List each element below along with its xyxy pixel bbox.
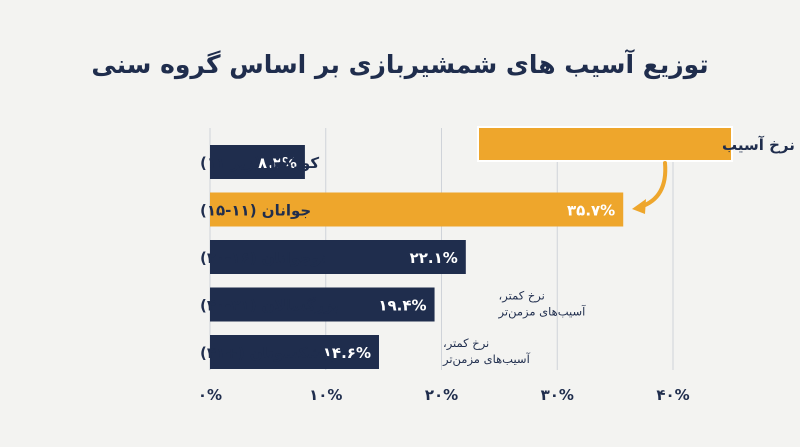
bar-value-label: ۳۵.۷% — [567, 202, 615, 220]
category-label: نوجوانان (۱۶-۲۰) — [200, 249, 326, 267]
chart-title: توزیع آسیب های شمشیربازی بر اساس گروه سن… — [91, 50, 709, 79]
bar-value-label: ۱۴.۶% — [323, 344, 371, 362]
category-label: جوانان (۱۱-۱۵) — [200, 202, 311, 220]
x-tick-label: ۳۰% — [541, 386, 574, 404]
bar[interactable] — [210, 240, 466, 274]
annotation-note: آسیب‌های مزمن‌تر — [442, 352, 531, 367]
x-tick-label: ۰% — [198, 386, 222, 404]
category-label: کودکان (زیر ۱۱) — [200, 154, 319, 172]
x-tick-label: ۲۰% — [425, 386, 458, 404]
category-label: بزرگسالان (۲۱-۴۰) — [200, 297, 339, 315]
annotation-note: نرخ کمتر، — [443, 336, 489, 351]
bar-value-label: ۱۹.۴% — [378, 297, 426, 315]
bar[interactable] — [210, 287, 435, 322]
callout-box — [477, 126, 733, 162]
bar-value-label: ۸.۲% — [258, 154, 297, 172]
x-tick-label: ۴۰% — [656, 386, 689, 404]
bar[interactable] — [210, 192, 624, 227]
bar[interactable] — [210, 335, 379, 369]
category-label: پیشکسوتان (+۴۱) — [200, 344, 334, 363]
annotation-note: آسیب‌های مزمن‌تر — [498, 305, 587, 320]
annotation-note: نرخ کمتر، — [499, 289, 545, 304]
callout-arrow-head — [632, 199, 646, 214]
callout-arrow-line — [638, 161, 668, 209]
callout-text: اوج ۳۵.۷%: بیشترین نرخ آسیب — [722, 136, 800, 154]
bar[interactable] — [210, 145, 305, 179]
bar-value-label: ۲۲.۱% — [410, 249, 458, 267]
x-tick-label: ۱۰% — [309, 386, 342, 404]
